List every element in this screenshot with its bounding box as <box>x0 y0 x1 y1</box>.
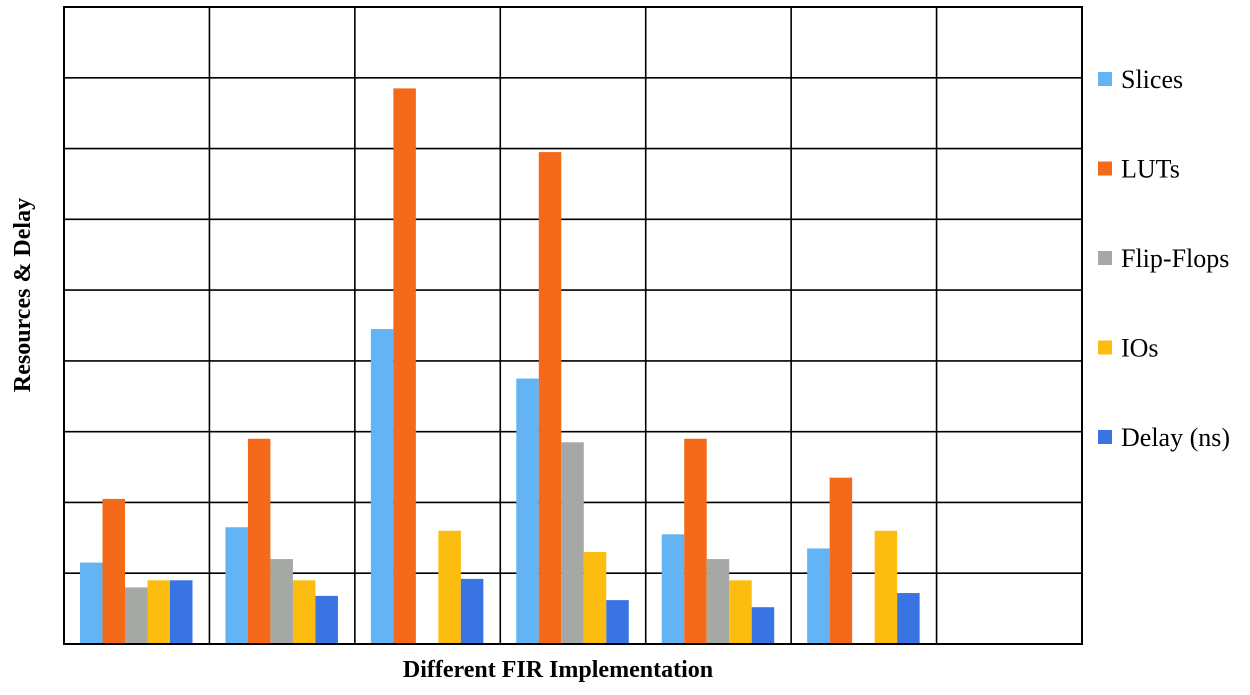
y-axis-title: Resources & Delay <box>10 198 36 392</box>
bar-flip-flops <box>561 442 584 644</box>
bar-flip-flops <box>125 587 148 644</box>
bar-delay-ns <box>170 580 193 644</box>
legend-label: LUTs <box>1121 155 1180 184</box>
bar-delay-ns <box>460 578 484 644</box>
legend-swatch <box>1098 161 1112 176</box>
bar-flip-flops <box>706 559 730 644</box>
bar-luts <box>247 438 271 644</box>
bar-ios <box>292 580 316 644</box>
bar-slices <box>80 562 103 644</box>
legend-label: Delay (ns) <box>1121 423 1230 452</box>
legend-item-ios: IOs <box>1098 334 1159 363</box>
legend-item-delay-ns: Delay (ns) <box>1098 423 1230 452</box>
bar-slices <box>370 329 394 644</box>
bar-delay-ns <box>751 607 775 644</box>
bar-delay-ns <box>897 593 920 644</box>
plot-frame <box>63 6 1083 645</box>
bar-delay-ns <box>315 595 338 644</box>
bar-luts <box>393 88 416 644</box>
legend-swatch <box>1098 72 1112 86</box>
bar-slices <box>516 378 539 644</box>
grid <box>64 7 1082 644</box>
bar-luts <box>684 438 707 644</box>
bar-slices <box>661 534 685 644</box>
legend-label: Slices <box>1121 65 1183 94</box>
bar-ios <box>874 530 898 644</box>
x-axis-title: Different FIR Implementation <box>403 657 713 683</box>
bars <box>80 88 920 644</box>
legend-item-luts: LUTs <box>1098 155 1180 184</box>
bar-slices <box>225 527 248 644</box>
legend-item-slices: Slices <box>1098 65 1183 94</box>
bar-luts <box>102 498 125 644</box>
legend-item-flip-flops: Flip-Flops <box>1098 244 1229 273</box>
legend-swatch <box>1098 340 1112 355</box>
legend-label: Flip-Flops <box>1121 244 1229 273</box>
bar-slices <box>807 548 830 644</box>
bar-ios <box>729 580 752 644</box>
bar-luts <box>538 152 562 644</box>
bar-delay-ns <box>606 600 629 644</box>
legend-swatch <box>1098 251 1112 265</box>
bar-flip-flops <box>270 559 293 644</box>
bar-ios <box>583 551 607 644</box>
legend: Slices LUTs Flip-Flops IOs Delay (ns) <box>1098 65 1230 452</box>
legend-label: IOs <box>1121 334 1159 363</box>
bar-ios <box>147 580 170 644</box>
bar-luts <box>829 477 853 644</box>
legend-swatch <box>1098 430 1112 444</box>
bar-ios <box>438 530 461 644</box>
